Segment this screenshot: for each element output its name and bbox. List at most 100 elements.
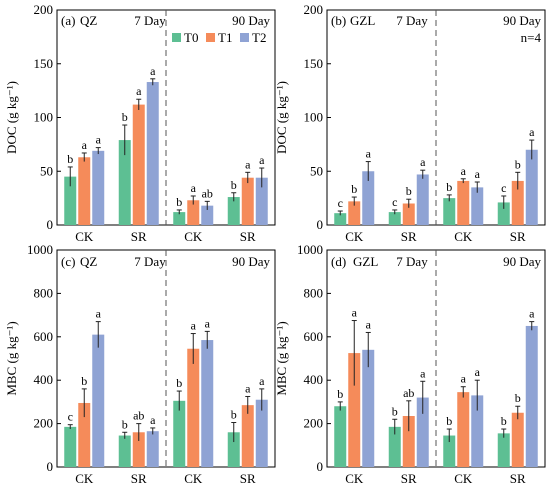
panel-a-sig-letter-t0-0: b: [67, 152, 73, 166]
panel-d-bar-t1-0: [348, 353, 361, 467]
panel-a-sig-letter-t0-3: b: [231, 178, 237, 192]
panel-c-site: QZ: [80, 254, 97, 269]
panel-c-xtick-label-2: CK: [184, 471, 203, 486]
panel-a-sig-letter-t2-0: a: [96, 133, 102, 147]
panel-a-period-1: 7 Day: [134, 13, 166, 28]
panel-a-ytick-label-1: 50: [40, 163, 53, 178]
panel-c-ytick-label-1: 200: [34, 416, 54, 431]
panel-a: (a) QZ 7 Day 90 Day T0 T1 T2 0 50 100 150 20…: [4, 2, 276, 244]
panel-c-bar-t2-1: [146, 431, 159, 467]
panel-d-ytick-label-3: 600: [304, 329, 324, 344]
panel-c-bar-t1-1: [132, 432, 145, 467]
panel-c-sig-letter-t2-1: a: [150, 413, 156, 427]
panel-d-bar-t1-2: [457, 392, 470, 467]
panel-c-sig-letter-t0-3: b: [231, 408, 237, 422]
panel-a-ytick-label-4: 200: [34, 2, 54, 17]
panel-a-xtick-label-3: SR: [240, 229, 256, 244]
panel-d-period-1: 7 Day: [396, 254, 428, 269]
panel-b-sig-letter-t2-3: a: [529, 125, 535, 139]
panel-a-sig-letter-t1-0: a: [82, 138, 88, 152]
panel-d-ytick-label-1: 200: [304, 416, 324, 431]
panel-b-xtick-label-0: CK: [345, 229, 364, 244]
panel-c-period-2: 90 Day: [232, 254, 270, 269]
panel-c-ytick-label-0: 0: [47, 459, 54, 474]
legend-label-t2: T2: [252, 30, 266, 45]
panel-d-sig-letter-t1-3: b: [515, 391, 521, 405]
panel-b-period-2: 90 Day: [503, 13, 541, 28]
panel-a-bar-t1-1: [132, 104, 145, 225]
panel-a-bar-t2-0: [92, 150, 105, 225]
panel-a-label: (a): [61, 13, 75, 28]
panel-d-site: GZL: [353, 254, 378, 269]
panel-d-bar-t0-1: [388, 426, 401, 467]
panel-a-sig-letter-t2-1: a: [150, 64, 156, 78]
panel-a-xtick-label-2: CK: [184, 229, 203, 244]
panel-b-xtick-label-3: SR: [510, 229, 526, 244]
panel-d-sig-letter-t2-2: a: [475, 365, 481, 379]
panel-b-sig-letter-t2-2: a: [475, 167, 481, 181]
panel-d-sig-letter-t1-0: a: [352, 306, 358, 320]
panel-a-bar-t1-2: [187, 200, 200, 225]
panel-d-sig-letter-t2-1: a: [420, 366, 426, 380]
panel-b-bar-t1-0: [348, 201, 361, 225]
panel-c-bar-t1-3: [241, 405, 254, 467]
legend-label-t1: T1: [218, 30, 232, 45]
panel-d-bar-t0-2: [443, 435, 456, 467]
panel-c-xtick-label-0: CK: [75, 471, 94, 486]
panel-b-sig-letter-t0-1: c: [392, 195, 397, 209]
panel-b-bar-t1-3: [511, 180, 524, 225]
panel-d-xtick-label-0: CK: [345, 471, 364, 486]
legend-swatch-t0: [172, 33, 181, 42]
legend-swatch-t2: [240, 33, 249, 42]
panel-d-sig-letter-t1-2: a: [461, 372, 467, 386]
panel-c-sig-letter-t1-1: ab: [133, 409, 144, 423]
legend: T0 T1 T2: [172, 30, 266, 45]
panel-c-ylabel: MBC (g kg⁻¹): [4, 321, 19, 395]
panel-b-bar-t2-1: [416, 174, 429, 225]
panel-d-sig-letter-t0-3: b: [501, 414, 507, 428]
panel-c-sig-letter-t0-0: c: [68, 410, 73, 424]
panel-b-ytick-label-4: 200: [304, 2, 324, 17]
panel-b-bar-t1-2: [457, 180, 470, 225]
panel-c-sig-letter-t2-0: a: [96, 307, 102, 321]
legend-label-t0: T0: [184, 30, 198, 45]
panel-d-ytick-label-4: 800: [304, 285, 324, 300]
panel-b-sig-letter-t1-0: b: [351, 182, 357, 196]
panel-b-site: GZL: [350, 13, 375, 28]
panel-c-sig-letter-t1-3: a: [245, 381, 251, 395]
panel-a-ylabel: DOC (g kg⁻¹): [4, 81, 19, 154]
panel-c-bar-t2-2: [201, 340, 214, 467]
panel-b-bar-t2-0: [362, 171, 375, 225]
panel-d-bar-t2-3: [525, 325, 538, 467]
panel-b-ytick-label-2: 100: [304, 110, 324, 125]
panel-d-ytick-label-5: 1000: [297, 242, 323, 257]
panel-d-bar-t1-1: [402, 416, 415, 467]
panel-a-ytick-label-3: 150: [34, 56, 54, 71]
panel-c-bar-t1-2: [187, 348, 200, 467]
panel-a-bar-t0-3: [227, 197, 240, 225]
panel-d-xtick-label-1: SR: [401, 471, 417, 486]
panel-b-bar-t0-1: [388, 212, 401, 225]
panel-d: (d) GZL 7 Day 90 Day 0 200 400 600 800 1000 MB…: [274, 242, 546, 486]
panel-a-bar-t0-2: [173, 212, 186, 225]
panel-d-xtick-label-2: CK: [454, 471, 473, 486]
panel-d-label: (d): [331, 254, 346, 269]
panel-b-bar-t2-3: [525, 149, 538, 225]
panel-c-sig-letter-t2-2: a: [205, 316, 211, 330]
panel-b-bar-t0-0: [334, 213, 347, 225]
panel-d-ytick-label-0: 0: [317, 459, 324, 474]
panel-c-ytick-label-5: 1000: [27, 242, 53, 257]
panel-d-xtick-label-3: SR: [510, 471, 526, 486]
panel-b-bar-t0-3: [497, 202, 510, 225]
panel-d-bar-t2-0: [362, 349, 375, 467]
panel-c-bar-t2-0: [92, 334, 105, 467]
panel-c-bar-t0-2: [173, 400, 186, 467]
panel-c-period-1: 7 Day: [134, 254, 166, 269]
panel-d-bar-t0-0: [334, 406, 347, 467]
panel-d-sig-letter-t0-0: b: [337, 387, 343, 401]
panel-a-sig-letter-t1-2: a: [191, 181, 197, 195]
panel-b-sig-letter-t1-3: b: [515, 157, 521, 171]
panel-c-label: (c): [61, 254, 75, 269]
panel-a-bar-t0-0: [64, 176, 77, 225]
